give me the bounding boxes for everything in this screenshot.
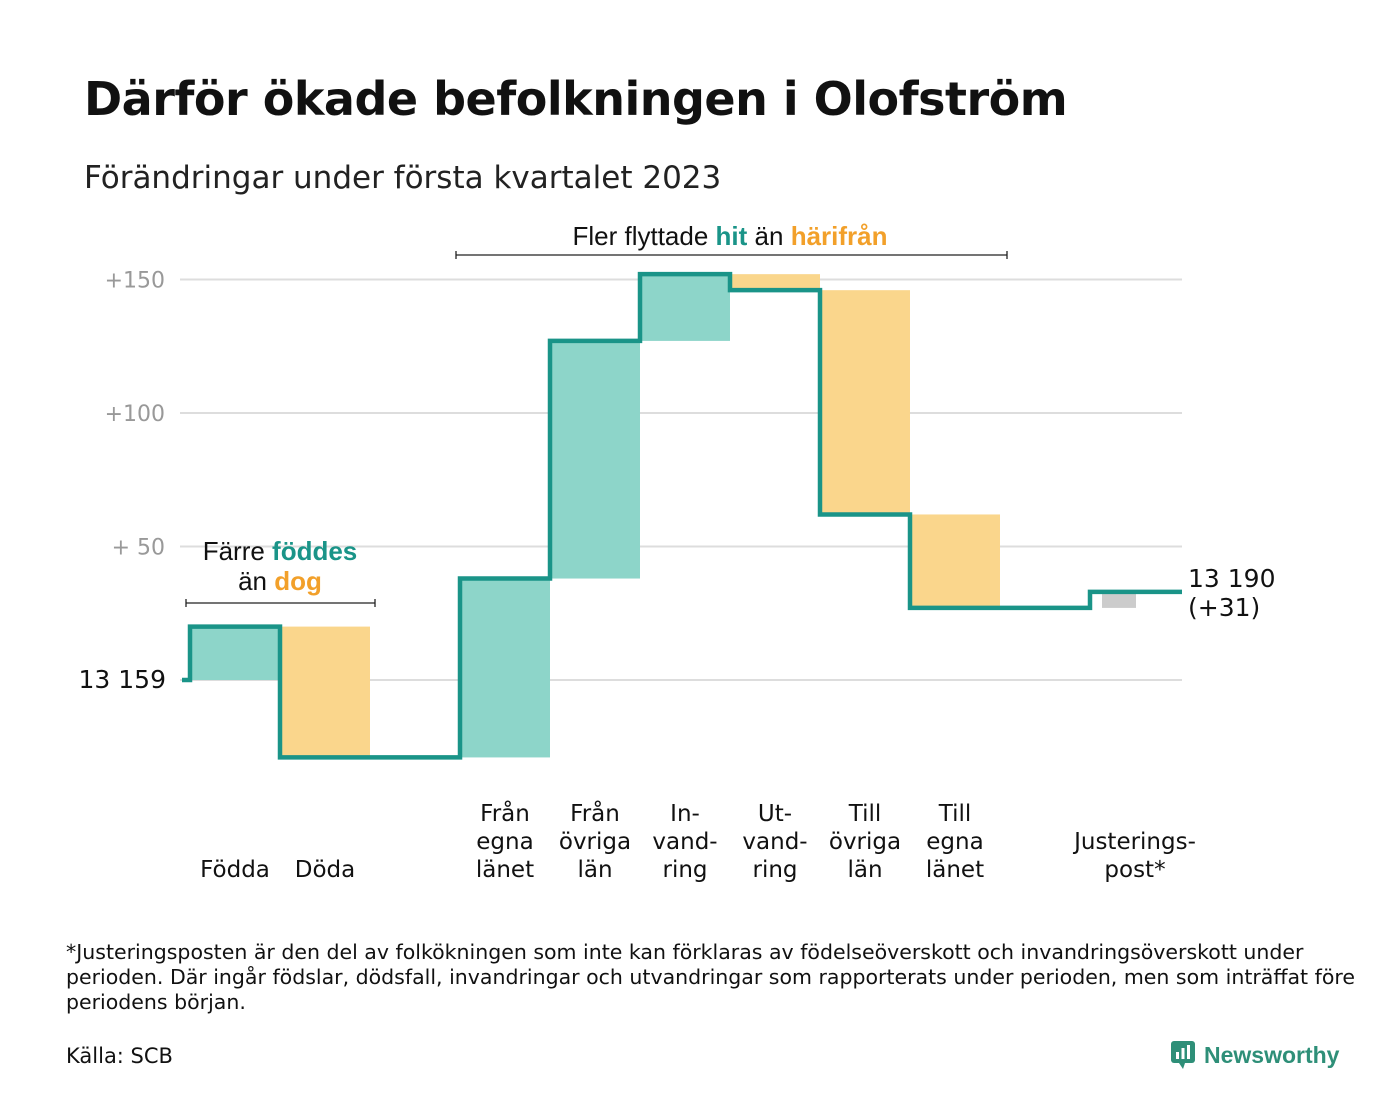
annotation-births-part: föddes	[272, 536, 357, 566]
annotation-births-part: dog	[274, 566, 322, 596]
category-label: egna	[926, 829, 983, 855]
waterfall-bar	[190, 626, 280, 680]
category-label: övriga	[829, 829, 901, 855]
category-label: vand-	[742, 829, 807, 855]
category-label: länet	[926, 857, 984, 883]
waterfall-bar	[640, 274, 730, 341]
annotation-births-line2: än dog	[238, 566, 322, 596]
footnote: *Justeringsposten är den del av folkökni…	[66, 940, 1355, 1014]
category-label: Döda	[295, 857, 355, 883]
chart-title: Därför ökade befolkningen i Olofström	[84, 72, 1068, 126]
category-label: Till	[848, 801, 882, 827]
waterfall-bar	[910, 514, 1000, 608]
brand-name: Newsworthy	[1204, 1041, 1340, 1068]
y-tick-label: + 50	[112, 536, 165, 561]
source-note: Källa: SCB	[66, 1044, 173, 1068]
annotation-migration-part: härifrån	[791, 221, 888, 251]
start-value-label: 13 159	[79, 665, 166, 694]
births-bracket	[185, 599, 376, 607]
waterfall-bar	[460, 578, 550, 758]
category-label: ring	[662, 857, 707, 883]
category-label: Ut-	[758, 801, 792, 827]
category-label: post*	[1104, 857, 1165, 883]
waterfall-bar	[280, 626, 370, 758]
annotation-migration-part: än	[747, 221, 790, 251]
category-label: län	[577, 857, 612, 883]
annotation-births-part: Färre	[203, 536, 272, 566]
brand: Newsworthy	[1170, 1040, 1339, 1070]
annotation-migration-part: hit	[716, 221, 748, 251]
waterfall-bar	[550, 340, 640, 579]
category-label: Till	[938, 801, 972, 827]
category-label: Från	[570, 799, 620, 827]
waterfall-chart: +150 +100 + 50 13 159 13 190(+31) Födda Döda Fr…	[79, 221, 1276, 883]
annotation-migration: Fler flyttade hit än härifrån	[572, 221, 887, 251]
annotation-migration-part: Fler flyttade	[572, 221, 715, 251]
category-label: Födda	[200, 857, 270, 883]
y-tick-label: +100	[105, 402, 165, 427]
annotation-births-line1: Färre föddes	[203, 536, 358, 566]
waterfall-bar	[820, 290, 910, 515]
category-label: ring	[752, 857, 797, 883]
annotation-births-part: än	[238, 566, 274, 596]
category-label: övriga	[559, 829, 631, 855]
waterfall-bar	[1102, 591, 1136, 608]
category-label: Från	[480, 799, 530, 827]
category-label: Justerings-	[1072, 829, 1196, 855]
end-change-label: (+31)	[1188, 593, 1260, 622]
migration-bracket	[455, 251, 1008, 259]
category-label: länet	[476, 857, 534, 883]
category-label: egna	[476, 829, 533, 855]
y-tick-label: +150	[105, 269, 165, 294]
category-label: In-	[670, 801, 700, 827]
running-total-line	[182, 271, 1182, 760]
category-label: län	[847, 857, 882, 883]
category-label: vand-	[652, 829, 717, 855]
newsworthy-logo-icon	[1171, 1041, 1195, 1069]
chart-subtitle: Förändringar under första kvartalet 2023	[84, 160, 722, 196]
end-value-label: 13 190	[1188, 564, 1275, 593]
waterfall-bar	[730, 274, 820, 291]
